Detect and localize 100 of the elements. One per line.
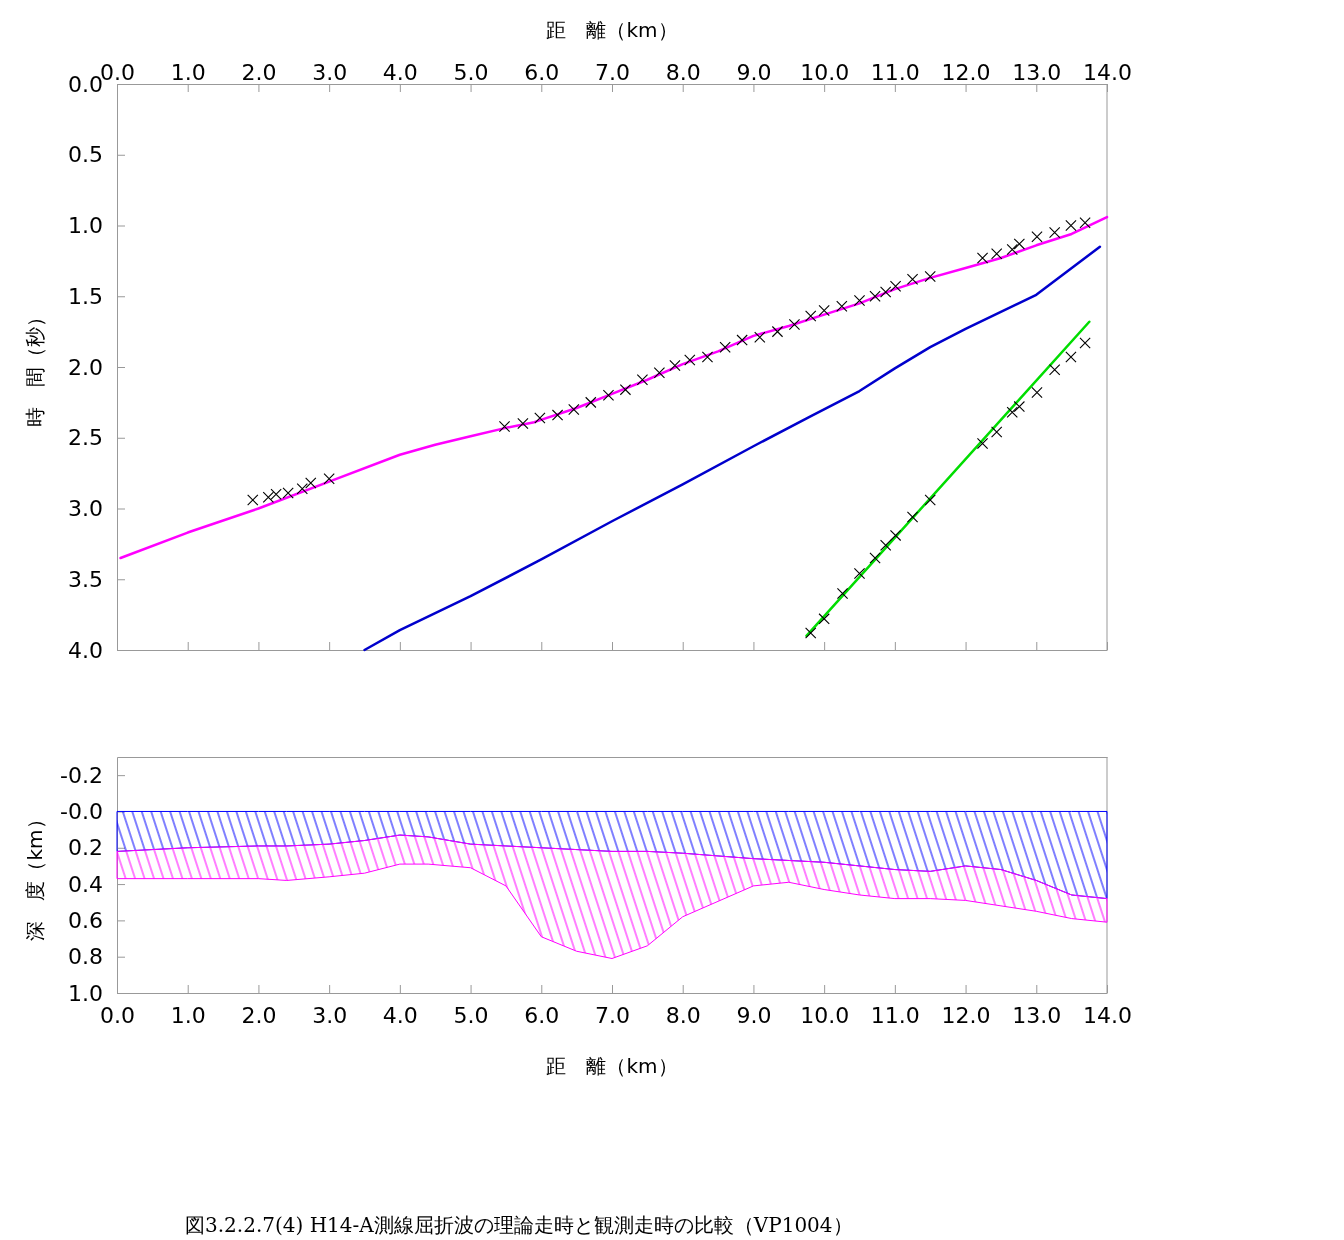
x-tick-label: 12.0	[941, 60, 991, 85]
x-axis-title: 距 離（km）	[546, 1054, 678, 1078]
x-tick-label: 3.0	[312, 60, 348, 85]
point	[906, 511, 919, 523]
x-tick-label: 1.0	[170, 1002, 206, 1028]
y-axis-title: 深 度（km）	[23, 809, 47, 941]
point	[880, 286, 892, 298]
y-tick-label: 0.4	[68, 871, 103, 897]
x-tick-label: 14.0	[1083, 60, 1132, 85]
point	[805, 310, 817, 322]
point	[585, 396, 597, 409]
x-tick-label: 8.0	[665, 60, 701, 85]
x-tick-label: 1.0	[170, 60, 206, 85]
point	[1031, 231, 1043, 243]
point	[1049, 364, 1061, 376]
point	[653, 367, 666, 379]
point	[991, 248, 1003, 260]
point	[818, 613, 830, 625]
y-tick-label: 0.5	[68, 142, 103, 168]
x-tick-label: 7.0	[595, 60, 630, 85]
point	[924, 494, 936, 506]
point	[498, 420, 511, 433]
y-tick-label: 3.0	[68, 496, 103, 522]
point	[1049, 226, 1061, 239]
point	[1006, 243, 1018, 256]
point	[551, 409, 564, 421]
point	[669, 359, 681, 372]
point	[788, 318, 801, 331]
y-tick-label: 3.5	[68, 566, 103, 592]
y-axis-title: 時 間（秒）	[23, 307, 47, 427]
point	[719, 341, 731, 353]
x-tick-label: 10.0	[800, 60, 850, 85]
y-tick-label: 0.2	[68, 835, 103, 861]
point	[880, 539, 892, 551]
point	[701, 351, 714, 363]
y-tick-label: 1.5	[68, 283, 103, 309]
point	[771, 325, 784, 338]
point	[619, 383, 632, 396]
point	[1065, 351, 1077, 363]
caption: 図3.2.2.7(4) H14-A測線屈折波の理論走時と観測走時の比較（VP1004）	[185, 1213, 853, 1237]
point	[889, 529, 902, 542]
point	[853, 567, 866, 580]
point	[534, 412, 546, 424]
point	[836, 587, 849, 600]
point	[1013, 400, 1025, 413]
point	[869, 290, 881, 302]
point	[568, 403, 580, 416]
point	[296, 483, 308, 495]
point	[889, 280, 902, 293]
point	[305, 477, 317, 489]
x-tick-label: 3.0	[312, 1002, 348, 1028]
x-tick-label: 8.0	[665, 1002, 701, 1028]
point	[754, 331, 766, 343]
x-tick-label: 4.0	[382, 60, 418, 85]
point	[736, 334, 748, 346]
x-tick-label: 5.0	[453, 1002, 489, 1028]
point	[247, 494, 259, 506]
y-tick-label: -0.2	[60, 762, 103, 788]
x-tick-label: 11.0	[870, 1002, 920, 1028]
y-tick-label: -0.0	[60, 799, 103, 824]
x-tick-label: 9.0	[736, 60, 772, 85]
x-tick-label: 9.0	[736, 1002, 772, 1028]
y-tick-label: 0.8	[68, 944, 103, 970]
point	[684, 354, 696, 366]
point	[818, 304, 830, 317]
point	[924, 270, 936, 283]
x-axis-title: 距 離（km）	[546, 18, 678, 42]
point	[517, 417, 529, 430]
x-tick-label: 11.0	[870, 60, 920, 85]
y-tick-label: 2.0	[68, 354, 103, 380]
x-tick-label: 10.0	[800, 1002, 850, 1028]
x-tick-label: 13.0	[1012, 60, 1062, 85]
x-tick-label: 4.0	[382, 1002, 418, 1028]
x-tick-label: 2.0	[241, 1002, 277, 1028]
point	[1079, 337, 1091, 349]
point	[805, 627, 817, 639]
y-tick-label: 1.0	[68, 980, 103, 1006]
point	[1065, 219, 1077, 232]
y-tick-label: 4.0	[68, 637, 103, 663]
point	[602, 389, 615, 401]
point	[1013, 238, 1025, 250]
y-tick-label: 1.0	[68, 213, 103, 239]
point	[836, 300, 848, 312]
point	[991, 426, 1003, 438]
point	[323, 473, 335, 485]
point	[853, 294, 866, 307]
x-tick-label: 5.0	[453, 60, 489, 85]
point	[1031, 386, 1043, 399]
point	[869, 552, 881, 564]
point	[262, 491, 274, 503]
x-tick-label: 6.0	[524, 60, 560, 85]
y-tick-label: 2.5	[68, 425, 103, 451]
x-tick-label: 2.0	[241, 60, 277, 85]
point	[906, 273, 919, 285]
point	[976, 437, 989, 450]
x-tick-label: 13.0	[1012, 1002, 1062, 1028]
x-tick-label: 12.0	[941, 1002, 991, 1028]
line-series	[363, 245, 1102, 652]
x-tick-label: 14.0	[1083, 1002, 1132, 1028]
point	[1006, 406, 1018, 418]
